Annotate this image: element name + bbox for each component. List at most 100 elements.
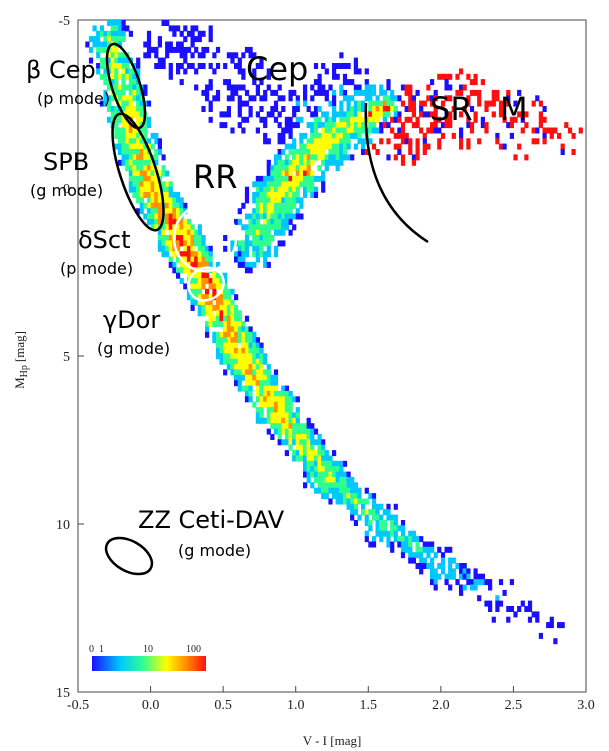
heatmap-cell: [292, 455, 297, 462]
heatmap-cell: [244, 116, 250, 123]
heatmap-cell: [223, 111, 228, 118]
heatmap-cell: [371, 84, 377, 91]
heatmap-cell: [400, 546, 406, 553]
heatmap-cell: [161, 57, 166, 64]
heatmap-cell: [426, 84, 431, 91]
heatmap-cell: [332, 143, 337, 150]
heatmap-cell: [223, 122, 228, 129]
heatmap-cell: [368, 138, 373, 145]
heatmap-cell: [99, 73, 104, 80]
heatmap-cell: [103, 100, 108, 107]
heatmap-cell: [433, 568, 438, 575]
heatmap-cell: [310, 138, 315, 145]
heatmap-cell: [364, 514, 369, 521]
heatmap-cell: [371, 514, 377, 521]
heatmap-cell: [477, 579, 482, 586]
heatmap-cell: [455, 73, 460, 80]
heatmap-cell: [382, 100, 387, 107]
heatmap-cell: [419, 100, 424, 107]
heatmap-cell: [114, 68, 119, 75]
heatmap-cell: [103, 95, 108, 102]
heatmap-cell: [313, 487, 319, 494]
heatmap-cell: [248, 385, 253, 392]
heatmap-cell: [400, 520, 406, 526]
heatmap-cell: [284, 202, 289, 209]
heatmap-cell: [306, 428, 311, 435]
heatmap-cell: [350, 122, 355, 129]
heatmap-cell: [273, 159, 279, 166]
heatmap-cell: [150, 165, 155, 172]
heatmap-cell: [201, 52, 206, 59]
heatmap-cell: [226, 364, 231, 371]
heatmap-cell: [321, 455, 326, 462]
heatmap-cell: [226, 342, 231, 349]
heatmap-cell: [157, 240, 162, 247]
heatmap-cell: [259, 175, 264, 182]
heatmap-cell: [107, 63, 112, 69]
heatmap-cell: [110, 36, 115, 43]
heatmap-cell: [408, 546, 413, 553]
heatmap-cell: [255, 186, 260, 193]
heatmap-cell: [404, 89, 409, 96]
heatmap-cell: [143, 213, 148, 220]
heatmap-cell: [263, 202, 268, 209]
heatmap-cell: [386, 79, 391, 86]
heatmap-cell: [303, 149, 308, 155]
heatmap-cell: [226, 288, 231, 295]
heatmap-cell: [263, 229, 268, 236]
heatmap-cell: [292, 186, 297, 193]
heatmap-cell: [328, 127, 333, 134]
heatmap-cell: [223, 304, 228, 311]
heatmap-cell: [205, 245, 210, 252]
heatmap-cell: [480, 79, 485, 86]
heatmap-cell: [259, 385, 264, 392]
heatmap-cell: [197, 251, 202, 258]
heatmap-cell: [237, 63, 242, 69]
heatmap-cell: [346, 127, 351, 134]
heatmap-cell: [150, 46, 155, 53]
heatmap-cell: [506, 95, 511, 102]
heatmap-cell: [303, 84, 308, 91]
heatmap-cell: [146, 30, 152, 37]
heatmap-cell: [237, 385, 242, 392]
gamma-dor-sub: (g mode): [97, 339, 170, 358]
heatmap-cell: [317, 466, 322, 473]
heatmap-cell: [183, 251, 188, 258]
heatmap-cell: [390, 541, 395, 548]
heatmap-cell: [332, 89, 337, 96]
heatmap-cell: [281, 159, 286, 166]
heatmap-cell: [244, 89, 250, 96]
heatmap-cell: [263, 353, 268, 360]
heatmap-cell: [303, 439, 308, 446]
heatmap-cell: [506, 122, 511, 129]
heatmap-cell: [263, 417, 268, 424]
heatmap-cell: [350, 154, 355, 161]
heatmap-cell: [259, 347, 264, 354]
heatmap-cell: [404, 84, 409, 91]
heatmap-cell: [107, 20, 112, 26]
heatmap-cell: [136, 63, 141, 69]
heatmap-cell: [353, 116, 358, 123]
heatmap-cell: [88, 36, 94, 43]
heatmap-cell: [517, 89, 522, 96]
heatmap-cell: [313, 154, 319, 161]
heatmap-cell: [255, 407, 260, 414]
heatmap-cell: [317, 487, 322, 494]
heatmap-cell: [226, 84, 231, 91]
zz-ceti-ellipse: [104, 536, 154, 576]
heatmap-cell: [281, 224, 286, 231]
heatmap-cell: [117, 95, 123, 102]
heatmap-cell: [448, 568, 453, 575]
heatmap-cell: [237, 380, 242, 387]
heatmap-cell: [375, 116, 380, 123]
heatmap-cell: [317, 122, 322, 129]
heatmap-cell: [270, 396, 275, 403]
heatmap-cell: [241, 68, 246, 75]
heatmap-cell: [400, 100, 406, 107]
heatmap-cell: [451, 573, 456, 580]
heatmap-cell: [241, 73, 246, 80]
heatmap-cell: [132, 132, 137, 139]
heatmap-cell: [346, 111, 351, 118]
heatmap-cell: [328, 116, 333, 123]
heatmap-cell: [205, 321, 210, 328]
